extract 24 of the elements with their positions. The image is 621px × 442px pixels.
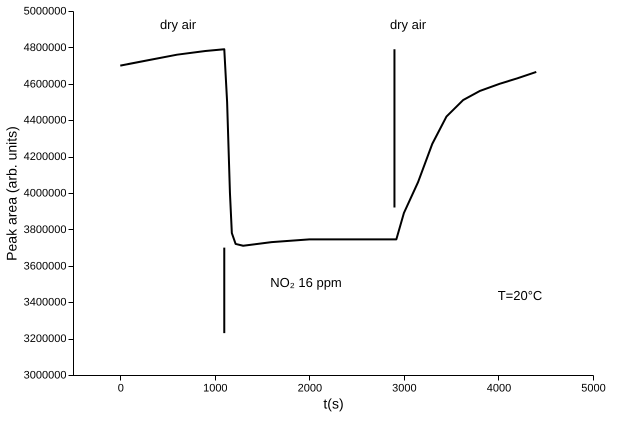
annotation: dry air bbox=[390, 17, 427, 32]
x-tick-label: 1000 bbox=[203, 382, 228, 394]
x-tick-label: 0 bbox=[118, 382, 124, 394]
x-tick-label: 2000 bbox=[298, 382, 322, 394]
y-axis-title: Peak area (arb. units) bbox=[4, 126, 20, 261]
y-tick-label: 3400000 bbox=[24, 296, 66, 309]
y-tick-label: 4000000 bbox=[24, 188, 66, 200]
y-tick-label: 3200000 bbox=[24, 333, 66, 346]
x-tick-label: 3000 bbox=[392, 382, 417, 394]
y-tick-label: 3000000 bbox=[24, 370, 66, 382]
y-tick-label: 4600000 bbox=[24, 78, 66, 90]
y-tick-label: 4400000 bbox=[24, 114, 66, 127]
annotation: T=20°C bbox=[498, 288, 542, 303]
y-tick-label: 3800000 bbox=[24, 224, 66, 236]
x-tick-label: 5000 bbox=[581, 382, 606, 394]
annotation: dry air bbox=[160, 17, 197, 32]
y-tick-label: 4800000 bbox=[24, 42, 66, 54]
x-axis-title: t(s) bbox=[323, 396, 344, 412]
y-tick-label: 3600000 bbox=[24, 260, 66, 272]
x-tick-label: 4000 bbox=[486, 382, 512, 394]
y-tick-label: 5000000 bbox=[24, 6, 66, 18]
annotation: NO₂ 16 ppm bbox=[270, 275, 342, 290]
y-tick-label: 4200000 bbox=[24, 151, 66, 164]
line-series bbox=[119, 48, 538, 247]
